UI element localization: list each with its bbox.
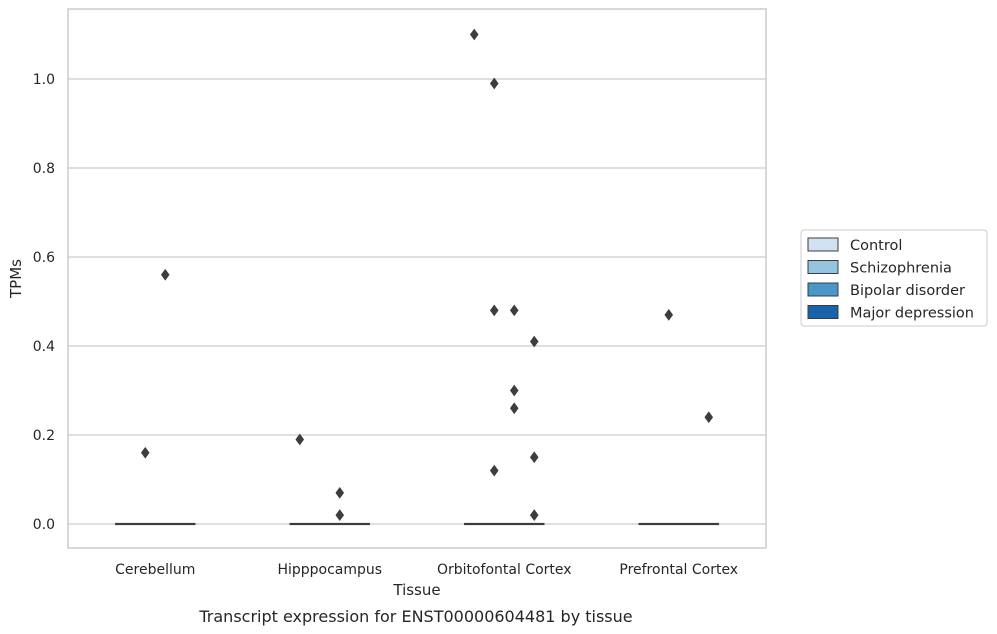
- outlier-point: [529, 509, 539, 521]
- y-tick-labels: 0.0 0.2 0.4 0.6 0.8 1.0: [33, 72, 55, 533]
- x-tick-label: Hipppocampus: [277, 562, 382, 578]
- outlier-point: [295, 433, 305, 446]
- x-tick-labels: Cerebellum Hipppocampus Orbitofontal Corte…: [115, 562, 738, 578]
- outlier-markers: [140, 28, 714, 521]
- legend-label: Major depression: [850, 306, 974, 322]
- outlier-point: [509, 402, 519, 415]
- y-tick-label: 0.8: [33, 161, 55, 177]
- outlier-point: [489, 464, 499, 477]
- outlier-point: [664, 308, 674, 321]
- legend-swatch: [807, 237, 839, 252]
- boxes: [115, 522, 719, 526]
- y-tick-label: 0.6: [33, 250, 55, 266]
- legend-swatch: [807, 305, 839, 319]
- x-axis-title: Tissue: [392, 581, 440, 599]
- x-tick-label: Prefrontal Cortex: [619, 562, 738, 578]
- legend-label: Bipolar disorder: [850, 283, 965, 299]
- outlier-point: [509, 304, 519, 317]
- x-tick-label: Cerebellum: [115, 562, 195, 578]
- legend-frame: [800, 229, 988, 327]
- outlier-point: [160, 268, 170, 281]
- outlier-point: [489, 77, 499, 90]
- outlier-point: [529, 451, 539, 464]
- chart-caption: Transcript expression for ENST0000060448…: [198, 607, 632, 626]
- legend-swatch: [807, 260, 839, 274]
- legend-label: Schizophrenia: [850, 261, 952, 277]
- outlier-point: [469, 28, 479, 41]
- outlier-point: [489, 304, 499, 317]
- outlier-point: [509, 384, 519, 397]
- y-tick-label: 0.2: [33, 428, 55, 444]
- legend-items: Control Schizophrenia Bipolar disorder Majo…: [807, 237, 974, 322]
- x-tick-label: Orbitofontal Cortex: [437, 562, 572, 578]
- legend: Control Schizophrenia Bipolar disorder Majo…: [800, 229, 988, 327]
- outlier-point: [335, 509, 345, 521]
- y-tick-label: 0.0: [33, 517, 55, 533]
- y-tick-label: 0.4: [33, 339, 55, 355]
- outlier-point: [704, 411, 714, 424]
- y-axis-title: TPMs: [7, 259, 25, 299]
- gridlines: [68, 78, 766, 525]
- y-tick-label: 1.0: [33, 72, 55, 88]
- legend-label: Control: [850, 238, 902, 254]
- outlier-point: [140, 446, 150, 459]
- outlier-point: [335, 486, 345, 499]
- outlier-point: [529, 335, 539, 348]
- legend-swatch: [807, 282, 839, 297]
- plot-frame: [67, 8, 767, 549]
